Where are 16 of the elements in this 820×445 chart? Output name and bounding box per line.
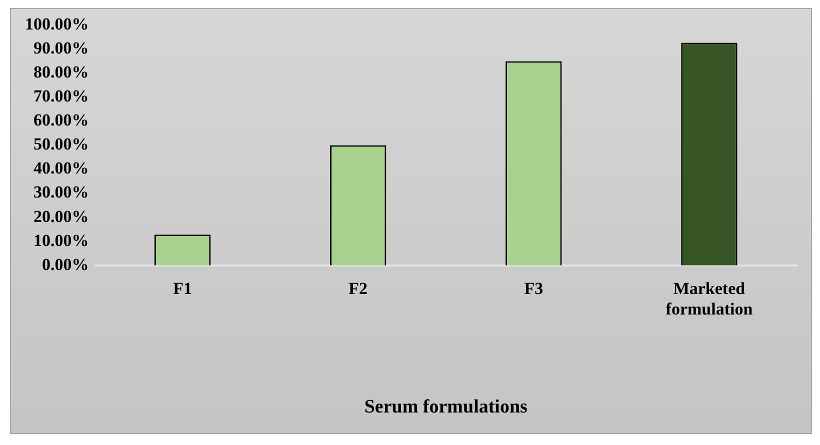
y-tick-label: 100.00%: [25, 14, 89, 34]
x-tick-label: F2: [348, 278, 368, 298]
y-tick-label: 0.00%: [42, 254, 89, 274]
y-tick-label: 40.00%: [34, 158, 89, 178]
y-tick-label: 70.00%: [34, 86, 89, 106]
y-tick-label: 50.00%: [34, 134, 89, 154]
y-tick-label: 30.00%: [34, 182, 89, 202]
y-tick-label: 20.00%: [34, 206, 89, 226]
x-tick-label: F1: [173, 278, 192, 298]
x-tick-label: F3: [524, 278, 544, 298]
y-tick-label: 60.00%: [34, 110, 89, 130]
y-tick-label: 90.00%: [34, 38, 89, 58]
y-tick-label: 10.00%: [34, 230, 89, 250]
y-tick-label: 80.00%: [34, 62, 89, 82]
x-axis-title: Serum formulations: [364, 396, 528, 418]
x-tick-label: Marketed formulation: [666, 278, 754, 318]
